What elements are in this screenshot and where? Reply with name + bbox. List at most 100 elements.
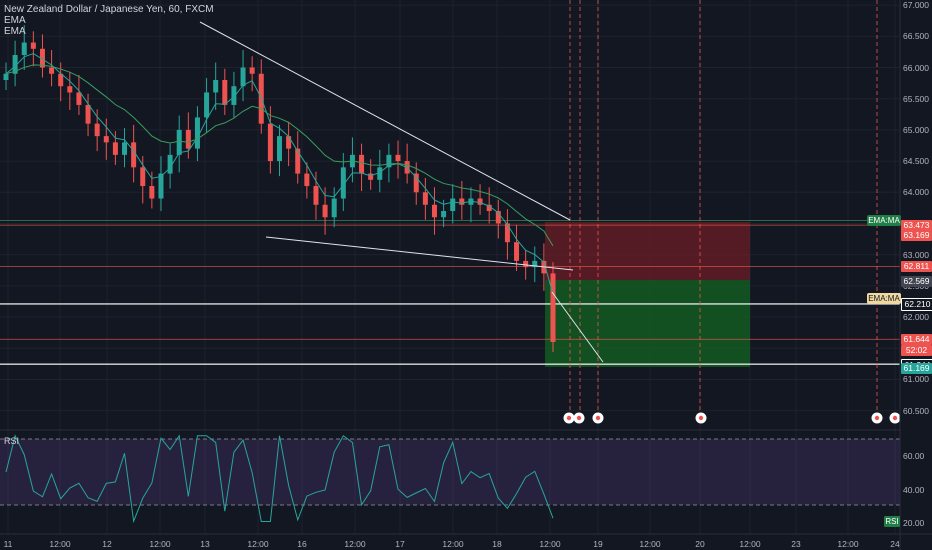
indicator-ema-2[interactable]: EMA — [4, 26, 26, 37]
candle-body — [204, 92, 210, 118]
time-label: 17 — [395, 539, 405, 549]
candle-body — [386, 154, 392, 168]
price-tick: 62.000 — [903, 312, 929, 323]
candle-body — [277, 136, 282, 162]
candle-body — [523, 260, 529, 268]
candle-body — [495, 211, 501, 224]
candle-body — [149, 186, 155, 199]
ema-tag: EMA:MA — [867, 214, 901, 226]
candle-body — [322, 204, 328, 218]
time-label: 12:00 — [539, 539, 561, 549]
price-tick: 66.500 — [903, 31, 929, 42]
candle-body — [459, 198, 465, 205]
projection-line[interactable] — [551, 291, 604, 363]
price-tick: 63.000 — [903, 249, 929, 260]
candle-body — [222, 79, 228, 105]
event-markers[interactable] — [563, 412, 901, 424]
candle-body — [240, 67, 246, 87]
price-tick: 60.500 — [903, 405, 929, 416]
price-tick: 66.000 — [903, 62, 929, 73]
take-profit-zone[interactable] — [545, 280, 750, 367]
rsi-value-tag: RSI — [884, 516, 900, 527]
upper-trendline[interactable] — [199, 21, 571, 221]
ema-fast-line — [5, 53, 554, 295]
candle-body — [441, 211, 447, 218]
rsi-tick-20: 20.00 — [903, 518, 925, 528]
time-label: 24 — [890, 539, 900, 549]
time-label: 12:00 — [149, 539, 171, 549]
candle-body — [422, 192, 428, 205]
rsi-band — [0, 439, 900, 505]
price-tick: 67.000 — [903, 0, 929, 11]
time-label: 12:00 — [344, 539, 366, 549]
time-label: 12:00 — [49, 539, 71, 549]
candle-body — [213, 79, 219, 93]
candle-body — [413, 173, 419, 193]
stop-loss-zone[interactable] — [545, 222, 750, 280]
candle-body — [286, 136, 292, 149]
candle-body — [131, 142, 137, 168]
symbol-title[interactable]: New Zealand Dollar / Japanese Yen, 60, F… — [4, 4, 214, 15]
price-tick: 65.000 — [903, 124, 929, 135]
candle-body — [194, 117, 200, 149]
candle-body — [431, 204, 437, 218]
time-label: 16 — [297, 539, 307, 549]
candle-body — [76, 92, 82, 105]
time-label: 18 — [492, 539, 502, 549]
time-label: 12:00 — [442, 539, 464, 549]
candle-body — [477, 198, 483, 205]
event-marker-dot — [698, 415, 704, 421]
candle-body — [167, 154, 173, 174]
candle-body — [21, 42, 27, 56]
price-tag: 63.473 — [901, 219, 932, 231]
price-tick: 61.000 — [903, 374, 929, 385]
candle-body — [85, 104, 91, 124]
time-label: 12:00 — [739, 539, 761, 549]
rsi-line — [5, 434, 554, 524]
horizontal-levels[interactable] — [0, 219, 900, 365]
candle-body — [158, 173, 164, 199]
candle-body — [231, 86, 237, 105]
candle-body — [331, 198, 337, 218]
candle-body — [504, 223, 510, 243]
price-tag: 62.210 — [901, 298, 932, 312]
candle-body — [313, 186, 319, 205]
candle-body — [58, 73, 64, 87]
candle-body — [49, 67, 55, 74]
rsi-tick-40: 40.00 — [903, 485, 925, 495]
event-marker-dot — [566, 415, 572, 421]
ema-slow-line — [5, 64, 554, 247]
candle-body — [514, 242, 520, 261]
rsi-tick-60: 60.00 — [903, 451, 925, 461]
candle-body — [450, 198, 456, 211]
candle-body — [304, 173, 310, 187]
candle-body — [12, 55, 18, 74]
ema-tag: EMA:MA — [867, 292, 901, 304]
candle-body — [486, 204, 492, 211]
event-marker-dot — [595, 415, 601, 421]
candle-body — [359, 154, 365, 174]
candle-body — [185, 129, 191, 149]
time-label: 19 — [593, 539, 603, 549]
rsi-label[interactable]: RSI — [4, 436, 20, 446]
price-tag: 61.644 — [901, 333, 932, 345]
time-label: 11 — [3, 539, 13, 549]
price-tag: 52:02 — [901, 345, 932, 357]
vertical-dashed-lines — [569, 0, 878, 420]
lower-trendline[interactable] — [265, 236, 574, 271]
price-tag: 62.811 — [901, 260, 932, 272]
event-marker-dot — [874, 415, 880, 421]
time-label: 12:00 — [247, 539, 269, 549]
candle-body — [140, 167, 146, 187]
candle-body — [94, 123, 100, 137]
candle-body — [368, 173, 374, 180]
candle-body — [532, 260, 538, 268]
price-tick: 64.000 — [903, 187, 929, 198]
candle-body — [3, 73, 9, 80]
candle-body — [395, 154, 401, 162]
event-marker-dot — [892, 415, 898, 421]
event-marker-dot — [576, 415, 582, 421]
indicator-ema-1[interactable]: EMA — [4, 15, 26, 26]
candle-body — [249, 67, 255, 74]
